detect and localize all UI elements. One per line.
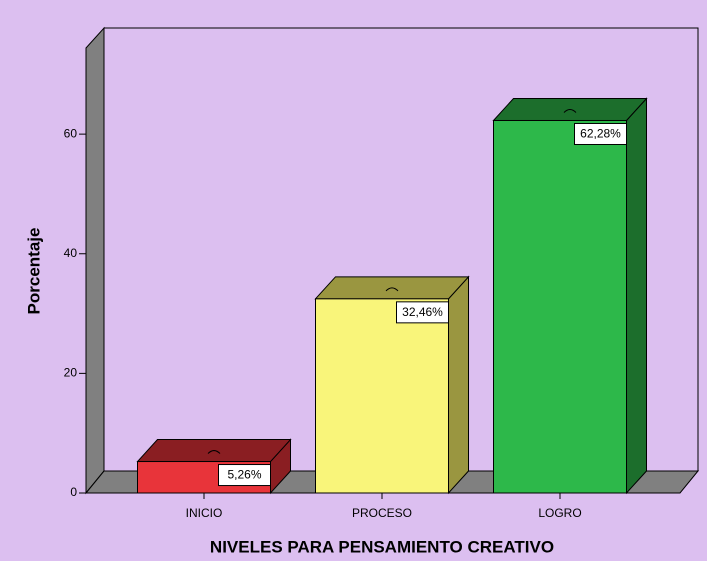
y-tick-label: 0 xyxy=(70,485,77,499)
value-label-box xyxy=(574,122,627,145)
bar-side xyxy=(448,275,469,495)
value-label: 5,26% xyxy=(227,468,261,482)
label-pointer xyxy=(385,287,399,292)
value-label: 32,46% xyxy=(402,305,443,319)
value-label-box xyxy=(218,464,271,487)
left-wall xyxy=(85,26,105,495)
x-tick-label: LOGRO xyxy=(538,506,581,520)
x-tick-label: INICIO xyxy=(186,506,223,520)
bar xyxy=(315,298,449,494)
y-tick-label: 20 xyxy=(64,366,78,380)
label-pointer xyxy=(563,108,577,113)
y-tick-label: 40 xyxy=(64,246,78,260)
label-pointer xyxy=(207,450,221,454)
x-axis-title: NIVELES PARA PENSAMIENTO CREATIVO xyxy=(210,537,554,556)
y-tick-label: 60 xyxy=(64,126,78,140)
bar xyxy=(493,119,627,494)
value-label-box xyxy=(396,301,449,324)
bar-side xyxy=(626,97,647,495)
x-tick-label: PROCESO xyxy=(352,506,412,520)
y-axis-title: Porcentaje xyxy=(24,228,43,315)
value-label: 62,28% xyxy=(580,127,621,141)
